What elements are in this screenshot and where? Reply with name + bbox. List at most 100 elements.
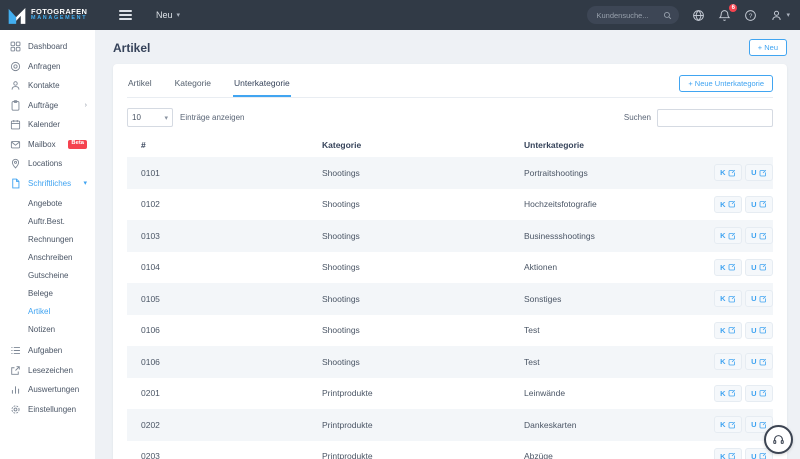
- sidebar-subitem-rechnungen[interactable]: Rechnungen: [28, 235, 74, 244]
- edit-kategorie-label: K: [720, 168, 726, 178]
- edit-unterkategorie-button[interactable]: U: [745, 290, 773, 308]
- edit-icon: [728, 264, 736, 271]
- table-search-label: Suchen: [623, 113, 651, 122]
- sidebar-subitem-auftr-best-[interactable]: Auftr.Best.: [28, 217, 65, 226]
- app-logo[interactable]: FOTOGRAFEN MANAGEMENT: [0, 6, 102, 25]
- cell-kategorie: Shootings: [322, 199, 360, 210]
- sidebar-item-aufgaben[interactable]: Aufgaben: [0, 341, 95, 361]
- notifications-button[interactable]: 6: [718, 3, 738, 22]
- sidebar-item-auswertungen[interactable]: Auswertungen: [0, 380, 95, 400]
- edit-icon: [759, 390, 767, 397]
- sidebar-item-schriftliches[interactable]: Schriftliches ▾: [0, 174, 95, 194]
- edit-unterkategorie-button[interactable]: U: [745, 227, 773, 245]
- edit-icon: [759, 453, 767, 459]
- edit-kategorie-label: K: [720, 325, 726, 335]
- cell-kategorie: Shootings: [322, 262, 360, 273]
- support-button[interactable]: [764, 425, 793, 454]
- svg-text:?: ?: [749, 12, 753, 19]
- edit-unterkategorie-button[interactable]: U: [745, 321, 773, 339]
- edit-kategorie-button[interactable]: K: [714, 447, 743, 459]
- edit-kategorie-label: K: [720, 294, 726, 304]
- bell-icon: [719, 9, 731, 21]
- chevron-down-icon: ▾: [786, 12, 790, 19]
- table-search-input[interactable]: [657, 108, 773, 127]
- sidebar-item-mailbox[interactable]: Mailbox Beta: [0, 135, 95, 155]
- edit-unterkategorie-label: U: [751, 357, 757, 367]
- edit-unterkategorie-label: U: [751, 388, 757, 398]
- sidebar: Dashboard Anfragen Kontakte Aufträge › K…: [0, 30, 95, 459]
- edit-unterkategorie-button[interactable]: U: [745, 353, 773, 371]
- sidebar-item-anfragen[interactable]: Anfragen: [0, 57, 95, 77]
- chevron-down-icon: ▾: [164, 114, 168, 122]
- cell-unterkategorie: Businessshootings: [524, 230, 595, 241]
- new-subcategory-button[interactable]: + Neue Unterkategorie: [679, 75, 773, 92]
- document-icon: [12, 178, 20, 189]
- menu-toggle-icon[interactable]: [119, 10, 132, 20]
- sidebar-item-locations[interactable]: Locations: [0, 154, 95, 174]
- sidebar-item-kalender[interactable]: Kalender: [0, 115, 95, 135]
- cell-id: 0203: [141, 451, 160, 459]
- user-menu[interactable]: ▾: [770, 9, 790, 22]
- cell-unterkategorie: Abzüge: [524, 451, 553, 459]
- edit-kategorie-label: K: [720, 420, 726, 430]
- page-size-select[interactable]: 10 ▾: [127, 108, 173, 127]
- language-globe-button[interactable]: [692, 9, 705, 22]
- sidebar-subitem-notizen[interactable]: Notizen: [28, 325, 56, 334]
- edit-unterkategorie-label: U: [751, 451, 757, 459]
- question-circle-icon: ?: [745, 9, 757, 21]
- edit-kategorie-button[interactable]: K: [714, 384, 743, 402]
- logo-text: FOTOGRAFEN MANAGEMENT: [31, 7, 87, 22]
- edit-kategorie-button[interactable]: K: [714, 290, 743, 308]
- sidebar-item-einstellungen[interactable]: Einstellungen: [0, 400, 95, 420]
- chevron-down-icon: ▾: [176, 12, 181, 19]
- cell-kategorie: Shootings: [322, 356, 360, 367]
- edit-icon: [759, 169, 767, 177]
- sidebar-subitem-anschreiben[interactable]: Anschreiben: [28, 253, 73, 262]
- sidebar-subitem-angebote[interactable]: Angebote: [28, 199, 63, 208]
- tab-artikel[interactable]: Artikel: [128, 78, 152, 88]
- sidebar-item-dashboard[interactable]: Dashboard: [0, 37, 95, 57]
- cell-kategorie: Printprodukte: [322, 388, 373, 399]
- edit-kategorie-button[interactable]: K: [714, 258, 743, 276]
- target-icon: [10, 61, 21, 71]
- tab-bar: Artikel Kategorie Unterkategorie + Neue …: [127, 64, 773, 98]
- edit-unterkategorie-button[interactable]: U: [745, 195, 773, 213]
- edit-unterkategorie-label: U: [751, 420, 757, 430]
- edit-icon: [759, 421, 767, 429]
- new-button[interactable]: + Neu: [748, 39, 787, 56]
- sidebar-item-auftraege[interactable]: Aufträge ›: [0, 96, 95, 116]
- edit-unterkategorie-button[interactable]: U: [745, 164, 773, 182]
- sidebar-subitem-gutscheine[interactable]: Gutscheine: [28, 271, 69, 280]
- edit-kategorie-button[interactable]: K: [714, 321, 743, 339]
- chevron-down-icon: ▾: [83, 180, 87, 188]
- subcategory-table: # Kategorie Unterkategorie 0101 Shooting…: [127, 136, 773, 459]
- cell-kategorie: Printprodukte: [322, 451, 373, 459]
- neu-dropdown[interactable]: Neu ▾: [156, 10, 180, 20]
- edit-kategorie-button[interactable]: K: [714, 353, 743, 371]
- sidebar-item-lesezeichen[interactable]: Lesezeichen: [0, 361, 95, 381]
- edit-unterkategorie-button[interactable]: U: [745, 384, 773, 402]
- sidebar-subitem-artikel[interactable]: Artikel: [28, 307, 51, 316]
- sidebar-item-kontakte[interactable]: Kontakte: [0, 76, 95, 96]
- external-link-icon: [11, 366, 20, 375]
- search-icon: [664, 11, 672, 19]
- help-button[interactable]: ?: [744, 9, 757, 22]
- column-header-kategorie: Kategorie: [322, 140, 362, 150]
- edit-kategorie-label: K: [720, 451, 726, 459]
- edit-icon: [759, 201, 767, 208]
- edit-kategorie-button[interactable]: K: [714, 416, 743, 434]
- notification-count-badge: 6: [729, 3, 738, 13]
- edit-unterkategorie-label: U: [751, 168, 757, 178]
- customer-search-input[interactable]: [594, 9, 664, 21]
- tab-kategorie[interactable]: Kategorie: [174, 78, 212, 88]
- map-pin-icon: [11, 159, 20, 169]
- edit-kategorie-button[interactable]: K: [714, 164, 743, 182]
- edit-kategorie-button[interactable]: K: [714, 227, 743, 245]
- edit-unterkategorie-button[interactable]: U: [745, 416, 773, 434]
- table-row: 0201 Printprodukte Leinwände K U: [127, 378, 773, 410]
- sidebar-subitem-belege[interactable]: Belege: [28, 289, 53, 298]
- edit-kategorie-button[interactable]: K: [714, 195, 743, 213]
- tab-unterkategorie[interactable]: Unterkategorie: [233, 73, 291, 97]
- edit-unterkategorie-label: U: [751, 231, 757, 241]
- edit-unterkategorie-button[interactable]: U: [745, 258, 773, 276]
